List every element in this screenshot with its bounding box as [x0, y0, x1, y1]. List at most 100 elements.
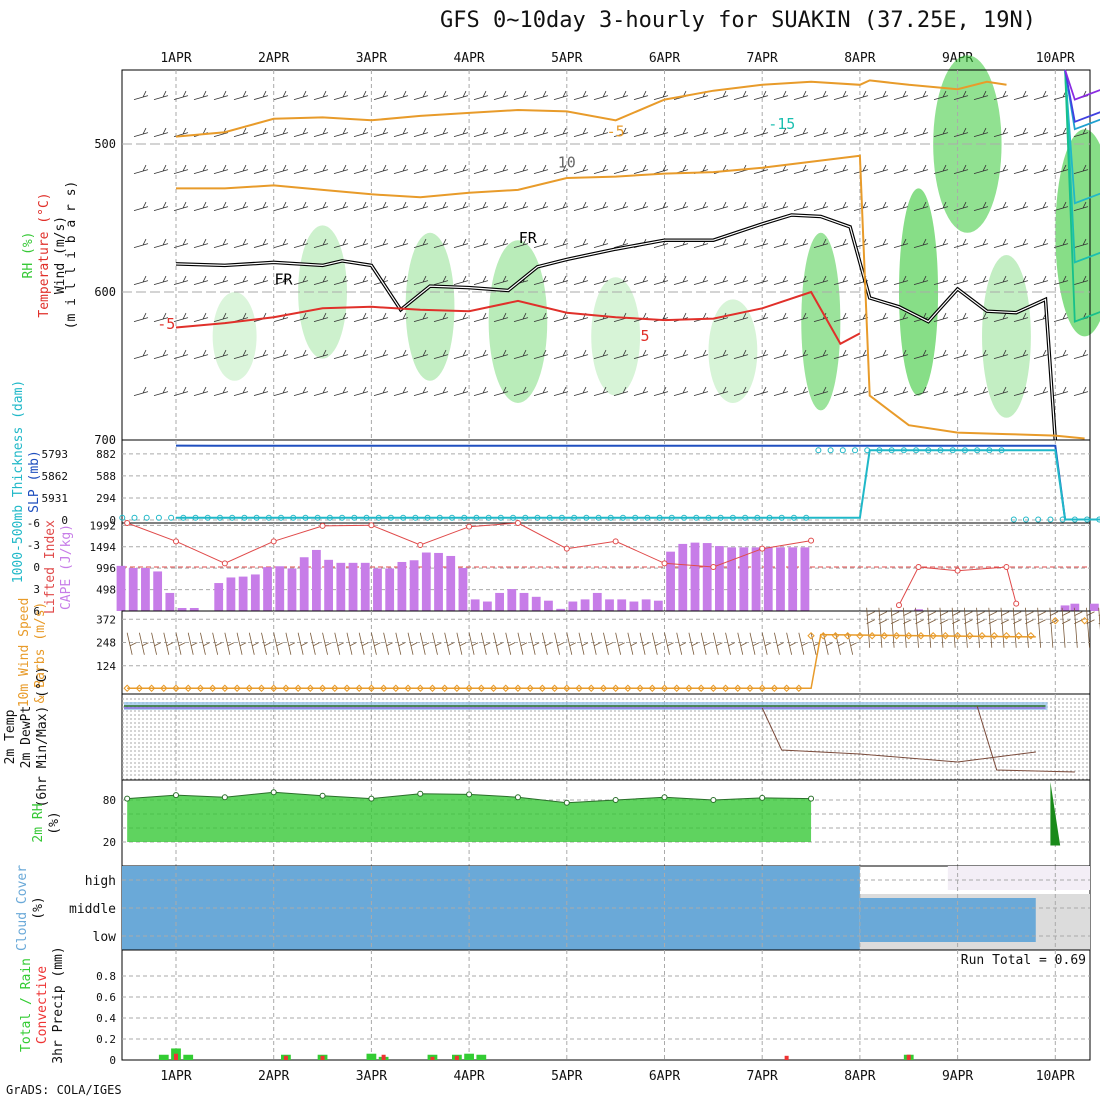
lifted-index-marker	[808, 537, 815, 544]
wind-speed-marker	[318, 684, 327, 692]
lifted-index-marker	[173, 538, 179, 545]
cape-bar	[177, 607, 187, 611]
panel-ylabel: & Barbs (m/s)	[33, 602, 48, 704]
wind-barb	[1053, 164, 1069, 174]
top-date-tick-label: 3APR	[356, 51, 387, 66]
wind-speed-marker	[941, 632, 950, 640]
wind-barb	[313, 312, 329, 322]
wind-barb	[453, 164, 469, 174]
thickness-tick-label: 5931	[42, 492, 69, 505]
top-date-tick-label: 1APR	[160, 51, 191, 66]
thickness-marker	[705, 514, 712, 521]
precip-frame	[121, 949, 1091, 1061]
thickness-marker	[607, 514, 614, 521]
lifted-index-marker	[895, 602, 902, 609]
contour-label: -5	[157, 315, 175, 333]
wind-barb	[173, 164, 189, 174]
wind-barb	[693, 127, 709, 137]
wind-speed-marker	[465, 684, 473, 692]
cape-bar	[617, 599, 627, 611]
wind-barb	[273, 632, 283, 655]
wind-barb	[573, 386, 589, 396]
wind-barb	[373, 164, 389, 174]
wind-barb	[613, 238, 629, 248]
precip-total-bar	[476, 1054, 487, 1060]
wind-barb	[413, 312, 429, 322]
thickness-marker	[485, 514, 492, 521]
cape-bar	[1089, 603, 1099, 611]
cape-bar	[763, 547, 773, 611]
wind-barb	[393, 386, 409, 396]
wind-barb	[893, 312, 909, 322]
wind-barb	[753, 201, 769, 211]
cape-bar	[287, 568, 297, 611]
wind-barb	[1033, 127, 1049, 137]
wind-barb	[358, 632, 369, 655]
wind-barb	[151, 632, 161, 655]
wind-barb	[153, 164, 169, 174]
wind-barb	[653, 201, 669, 211]
wind-barb	[1033, 349, 1049, 359]
wind-barb	[313, 386, 329, 396]
cape-bar	[1070, 603, 1080, 611]
wind-speed-marker	[892, 632, 901, 640]
wind-barb	[973, 238, 989, 248]
wind-barb	[933, 164, 949, 174]
panel-ylabel: CAPE (J/kg)	[59, 524, 74, 610]
wind-barb	[963, 607, 973, 648]
thickness-marker	[668, 514, 675, 521]
wind-barb	[138, 632, 149, 655]
cape-bar	[556, 608, 566, 611]
wind-tick-label: 372	[96, 613, 116, 626]
wind-barb	[213, 386, 229, 396]
wind-barb	[213, 312, 229, 322]
wind-barb	[833, 349, 849, 359]
wind-barb	[273, 201, 289, 211]
thickness-marker	[253, 514, 260, 521]
wind-barb	[513, 164, 529, 174]
rh-marker	[319, 792, 326, 799]
wind-barb	[973, 349, 989, 359]
bottom-date-tick-label: 8APR	[844, 1069, 875, 1084]
lifted-index-marker	[661, 560, 668, 567]
wind-barb	[193, 238, 209, 248]
wind-barb	[893, 201, 909, 211]
wind-barb	[793, 164, 809, 174]
wind-barb	[373, 386, 389, 396]
wind-barb	[725, 632, 735, 655]
wind-barb	[913, 127, 929, 137]
wind-barb	[813, 90, 829, 100]
rh-shading	[708, 299, 758, 404]
rh-marker	[417, 790, 424, 797]
wind-speed-marker	[660, 684, 669, 692]
cape-bar	[605, 599, 614, 611]
wind-barb	[407, 632, 418, 655]
panel-ylabel: Cloud Cover	[15, 865, 30, 951]
wind-barb	[373, 312, 389, 322]
thickness-marker	[131, 514, 138, 521]
wind-barb	[433, 90, 449, 100]
wind-barb	[953, 164, 969, 174]
wind-barb	[353, 238, 369, 248]
wind-speed-marker	[379, 684, 388, 692]
wind-barb	[533, 164, 549, 174]
rh-marker	[270, 789, 277, 796]
wind-speed-marker	[673, 684, 681, 692]
wind-speed-marker	[184, 684, 192, 692]
wind-barb	[973, 201, 989, 211]
wind-barb	[793, 90, 809, 100]
cape-bar	[226, 577, 236, 611]
wind-barb	[383, 632, 393, 655]
cape-lifted-index-panel: 1992 1494 996 498 -6 -3 0 3 6 Lifted Index CAPE (J…	[27, 517, 1099, 618]
rh-tick-label: 80	[103, 794, 116, 807]
wind-barb	[173, 349, 189, 359]
wind-barb	[213, 349, 229, 359]
wind-barb	[493, 386, 509, 396]
thickness-marker	[143, 514, 150, 521]
wind-barb	[293, 164, 309, 174]
contour-label: FR	[274, 271, 293, 289]
wind-barb	[493, 201, 509, 211]
wind-barb	[273, 386, 289, 396]
precip-convective-bar	[454, 1055, 459, 1060]
wind-barb	[253, 349, 269, 359]
